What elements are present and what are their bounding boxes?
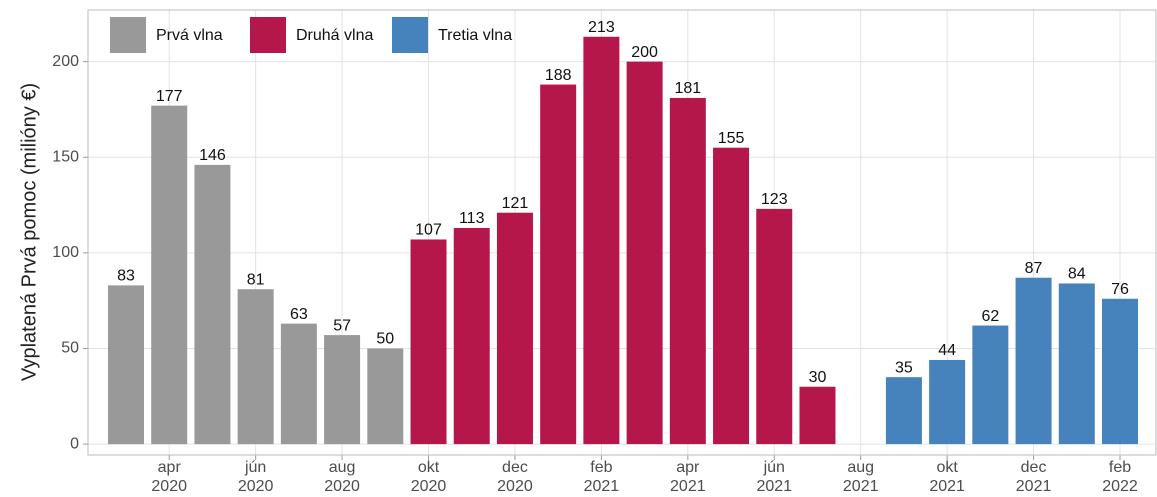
x-tick-label: okt 2020 [410, 459, 447, 495]
value-label: 30 [809, 369, 827, 386]
bar [453, 228, 490, 445]
x-tick-label: aug 2021 [842, 459, 879, 495]
y-tick-label: 0 [70, 435, 79, 452]
value-label: 177 [156, 88, 183, 105]
bar [151, 105, 188, 445]
y-tick-label: 200 [52, 53, 79, 70]
bar [496, 212, 533, 445]
y-tick-label: 150 [52, 148, 79, 165]
y-tick-label: 50 [61, 340, 79, 357]
bar [1102, 298, 1138, 445]
value-label: 200 [631, 44, 658, 61]
value-label: 155 [718, 130, 745, 147]
value-label: 113 [459, 210, 485, 227]
plot-border [87, 9, 1157, 456]
bar [324, 335, 361, 445]
x-tick-label: feb 2022 [1102, 459, 1138, 495]
bar [583, 36, 620, 445]
bar [929, 359, 966, 445]
value-label: 84 [1068, 266, 1086, 283]
legend-label: Prvá vlna [156, 27, 223, 44]
bar [885, 377, 922, 445]
value-label: 107 [415, 222, 442, 239]
bar [669, 97, 706, 445]
value-label: 63 [290, 306, 308, 323]
bar [194, 164, 231, 445]
bar [626, 61, 663, 445]
value-label: 35 [895, 359, 913, 376]
x-tick-label: okt 2021 [929, 459, 965, 495]
value-label: 146 [199, 147, 226, 164]
legend-key [250, 17, 286, 53]
y-tick-label: 100 [52, 244, 79, 261]
bar [237, 289, 274, 445]
bar [799, 386, 836, 445]
legend-label: Tretia vlna [438, 27, 512, 44]
bar [713, 147, 750, 445]
bar [756, 208, 793, 445]
value-label: 123 [761, 191, 788, 208]
value-label: 81 [247, 271, 265, 288]
y-axis-title: Vyplatená Prvá pomoc (milióny €) [18, 83, 40, 381]
legend-key [392, 17, 428, 53]
x-tick-label: apr 2021 [670, 459, 706, 495]
x-tick-label: dec 2020 [497, 459, 533, 495]
value-label: 87 [1025, 260, 1043, 277]
value-label: 83 [117, 268, 135, 285]
value-label: 188 [545, 67, 572, 84]
value-label: 76 [1111, 281, 1129, 298]
bar [410, 239, 447, 445]
value-label: 57 [333, 317, 351, 334]
value-label: 213 [588, 19, 615, 36]
value-label: 44 [938, 342, 956, 359]
bar [1015, 277, 1052, 445]
bar [280, 323, 317, 445]
legend-label: Druhá vlna [296, 27, 373, 44]
value-label: 181 [674, 80, 701, 97]
value-label: 121 [502, 195, 529, 212]
bar [1058, 283, 1095, 445]
legend-key [110, 17, 146, 53]
x-tick-label: dec 2021 [1015, 459, 1052, 495]
x-tick-label: feb 2021 [583, 459, 620, 495]
x-tick-label: apr 2020 [151, 459, 187, 495]
x-tick-label: jún 2021 [756, 459, 793, 495]
bar [108, 285, 144, 445]
x-tick-label: jún 2020 [237, 459, 274, 495]
bar [367, 348, 404, 445]
x-tick-label: aug 2020 [324, 459, 360, 495]
bar [972, 325, 1009, 445]
bar [540, 84, 577, 445]
value-label: 50 [376, 331, 394, 348]
value-label: 62 [981, 308, 999, 325]
